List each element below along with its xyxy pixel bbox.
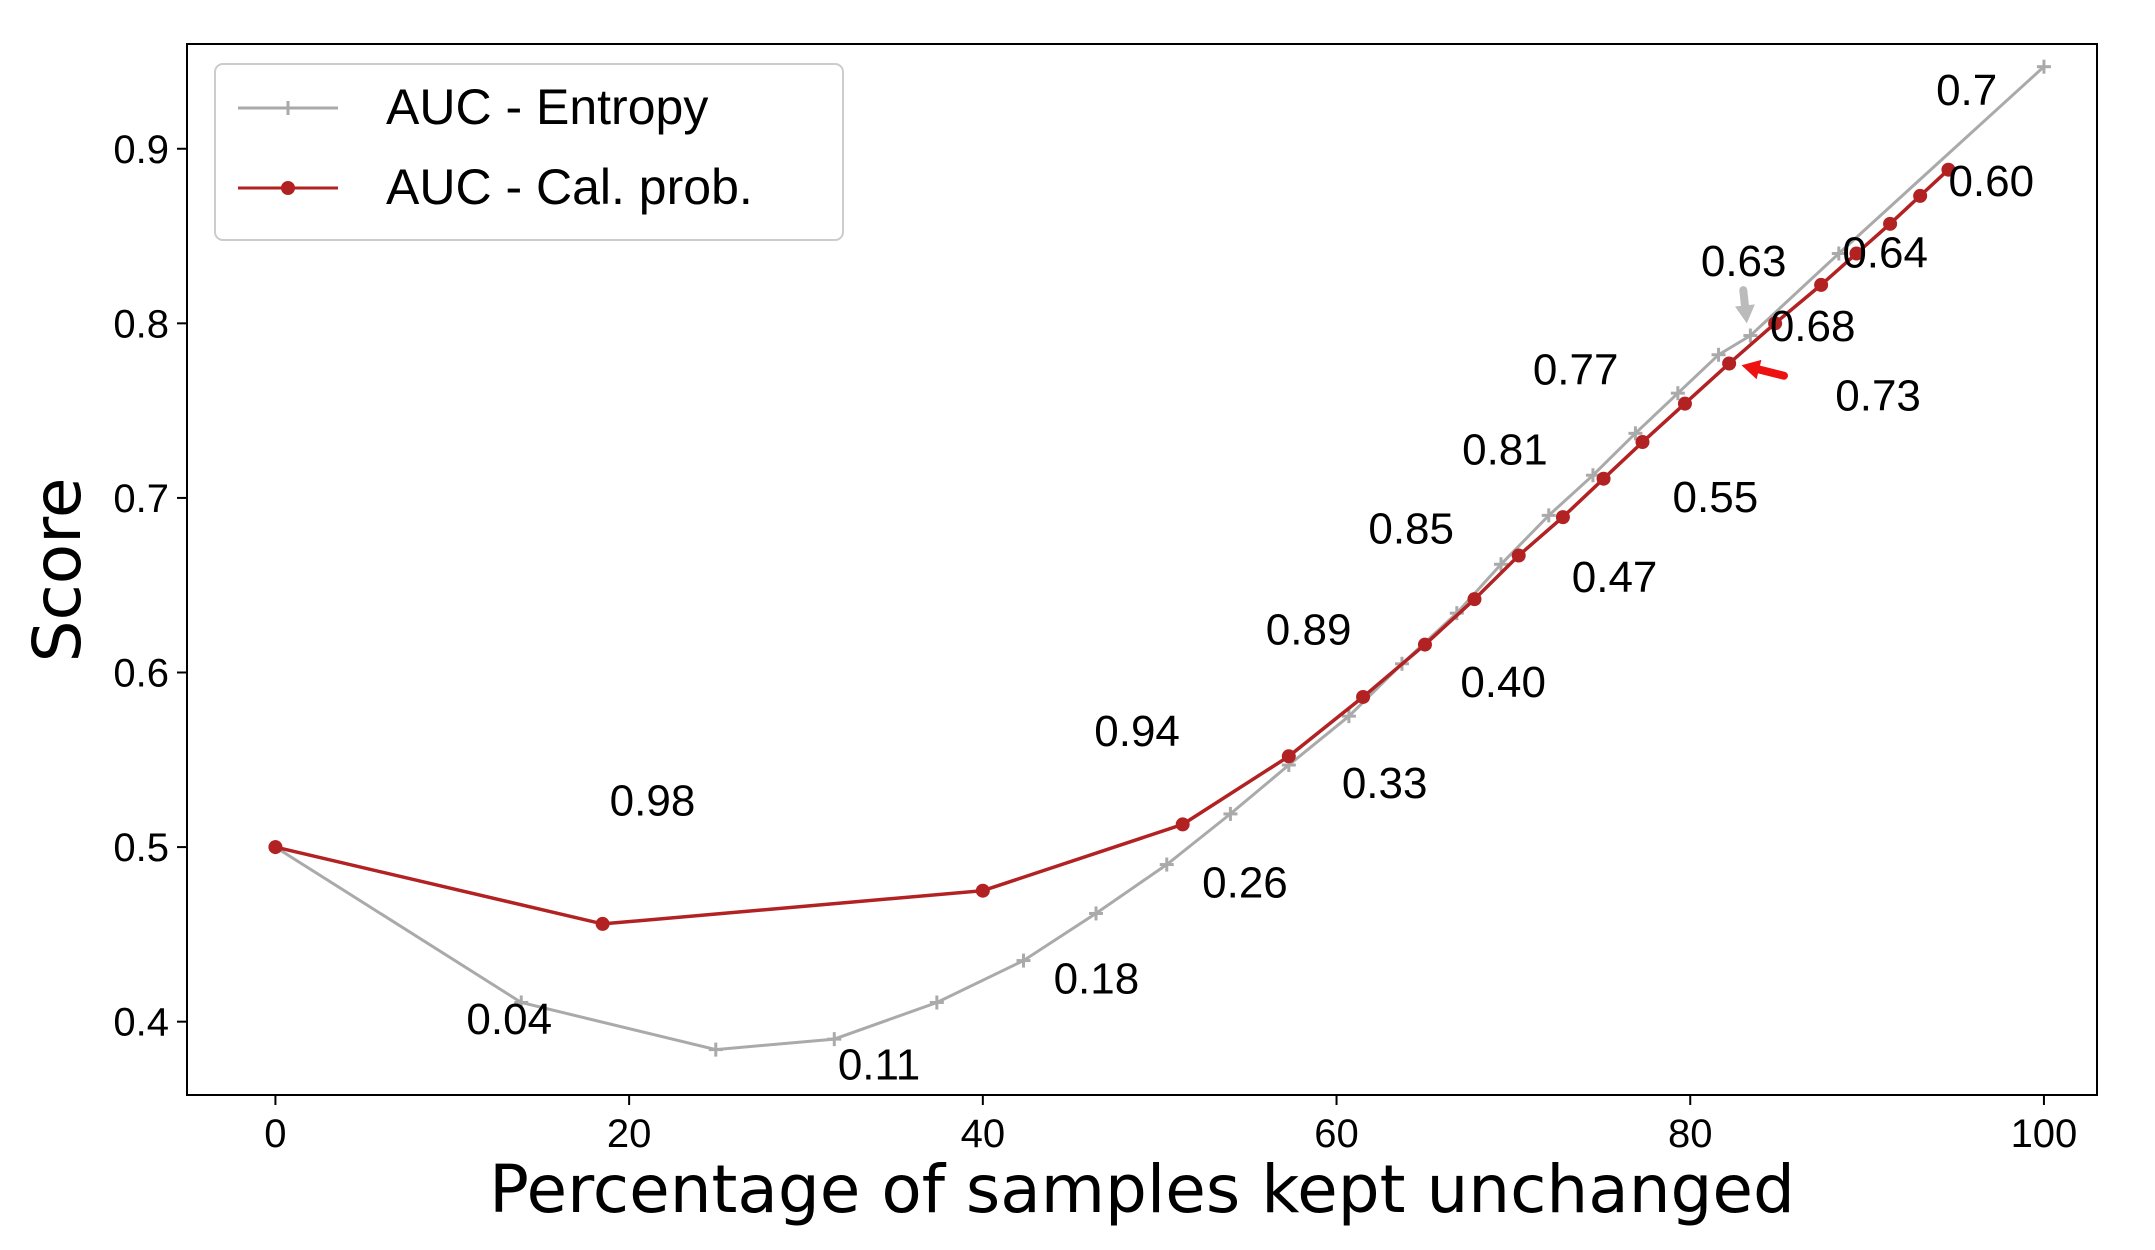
data-label: 0.98 (610, 777, 696, 826)
x-axis: 0 20 40 60 80 100 (264, 1095, 2077, 1156)
series-1-point (1417, 637, 1432, 652)
data-label: 0.18 (1054, 955, 1140, 1004)
series-0-point (514, 995, 529, 1010)
legend-box (214, 63, 844, 241)
y-tick-label: 0.6 (113, 652, 169, 696)
x-tick-label: 100 (2011, 1112, 2078, 1156)
series-0-point (929, 995, 944, 1010)
data-label: 0.47 (1572, 553, 1658, 602)
y-tick-label: 0.8 (113, 302, 169, 346)
series-1-point (595, 916, 610, 931)
legend-calprob-label: AUC - Cal. prob. (386, 159, 753, 215)
data-label: 0.77 (1533, 345, 1619, 394)
legend-entropy-marker (281, 101, 295, 115)
annotation-arrow-1 (1741, 359, 1788, 380)
y-tick-label: 0.4 (113, 1001, 169, 1045)
series-1-point (1883, 216, 1898, 231)
series-line-1 (275, 168, 1950, 926)
series-0-point (1831, 246, 1846, 261)
series-1-point (1175, 817, 1190, 832)
series-1-point (1356, 689, 1371, 704)
series-line-0 (274, 65, 2045, 1052)
series-0-point (1016, 953, 1031, 968)
series-1-point (1467, 592, 1482, 607)
annotation-layer: 0.04 0.11 0.18 0.26 0.33 0.40 0.47 0.55 0.63 0.73… (466, 66, 2034, 1089)
plot-frame (186, 43, 2098, 1096)
data-label: 0.81 (1462, 426, 1548, 475)
series-1-point (1722, 356, 1737, 371)
data-label: 0.11 (838, 1040, 920, 1089)
series-0-point (1341, 709, 1356, 724)
data-label: 0.89 (1266, 606, 1352, 655)
series-1-point (1555, 510, 1570, 525)
y-axis: 0.4 0.5 0.6 0.7 0.8 0.9 (113, 128, 187, 1045)
data-label: 0.68 (1770, 302, 1856, 351)
data-label: 0.40 (1460, 658, 1546, 707)
series-0-point (1159, 857, 1174, 872)
series-0-point (1089, 906, 1104, 921)
series-0-point (827, 1032, 842, 1047)
series-1-point (1281, 749, 1296, 764)
legend-entropy-label: AUC - Entropy (386, 79, 708, 135)
series-1-point (1913, 188, 1928, 203)
data-label: 0.55 (1673, 473, 1759, 522)
data-label: 0.33 (1342, 759, 1428, 808)
legend: AUC - Entropy AUC - Cal. prob. (214, 63, 844, 241)
series-0-point (1670, 386, 1685, 401)
series-1-point (1768, 316, 1783, 331)
x-tick-label: 20 (607, 1112, 652, 1156)
data-label: 0.60 (1948, 157, 2034, 206)
series-1-point (1849, 246, 1864, 261)
series-0-point (2036, 59, 2051, 74)
legend-calprob-marker (281, 181, 295, 195)
series-1-point (975, 883, 990, 898)
series-1-point (1635, 435, 1650, 450)
y-tick-label: 0.5 (113, 826, 169, 870)
series-0-point (1223, 806, 1238, 821)
data-label: 0.04 (466, 995, 552, 1044)
series-1-point (1677, 396, 1692, 411)
x-axis-title: Percentage of samples kept unchanged (489, 1151, 1795, 1228)
data-label: 0.94 (1094, 707, 1180, 756)
x-tick-label: 80 (1668, 1112, 1713, 1156)
y-tick-label: 0.9 (113, 128, 169, 172)
series-layer (268, 59, 2051, 1057)
x-tick-label: 60 (1314, 1112, 1359, 1156)
series-0-point (1494, 557, 1509, 572)
series-0-point (708, 1042, 723, 1057)
series-1-point (1511, 548, 1526, 563)
y-axis-title: Score (19, 478, 96, 663)
x-tick-label: 40 (961, 1112, 1006, 1156)
y-tick-label: 0.7 (113, 477, 169, 521)
series-1-point (1941, 162, 1956, 177)
data-label: 0.73 (1835, 372, 1921, 421)
x-tick-label: 0 (264, 1112, 286, 1156)
data-label: 0.85 (1368, 504, 1454, 553)
series-1-point (268, 840, 283, 855)
series-1-point (1596, 471, 1611, 486)
series-1-point (1814, 277, 1829, 292)
series-0-point (1743, 328, 1758, 343)
data-label: 0.26 (1202, 859, 1288, 908)
data-label: 0.63 (1701, 237, 1787, 286)
series-0-point (1628, 426, 1643, 441)
data-label: 0.7 (1936, 66, 1997, 115)
data-label: 0.64 (1842, 228, 1928, 277)
series-0-point (1711, 347, 1726, 362)
series-0-point (1541, 508, 1556, 523)
annotation-arrow-0 (1734, 286, 1755, 324)
